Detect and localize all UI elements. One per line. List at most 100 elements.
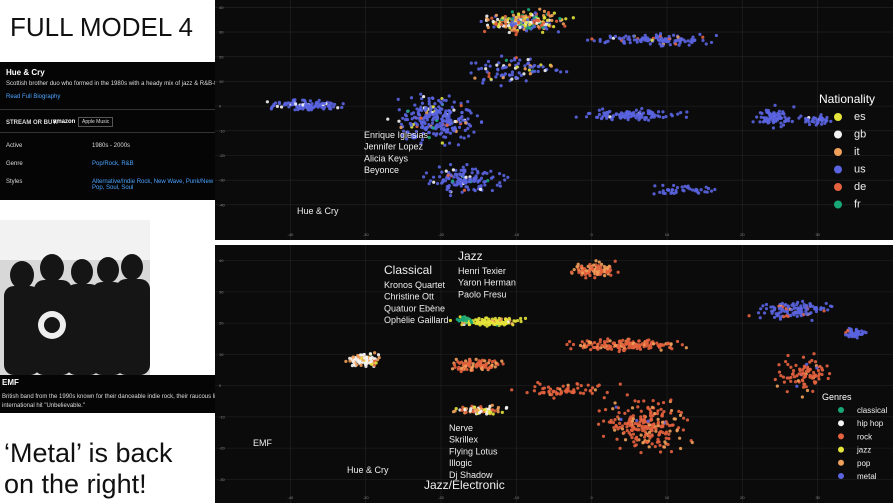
- scatter-dot: [490, 408, 495, 412]
- scatter-dot: [628, 41, 632, 45]
- scatter-dot: [615, 437, 619, 441]
- scatter-dot: [472, 177, 476, 181]
- scatter-dot: [822, 309, 826, 313]
- scatter-dot: [676, 35, 680, 39]
- scatter-dot: [642, 427, 646, 431]
- scatter-dot: [561, 22, 565, 26]
- scatter-dot: [792, 306, 796, 310]
- scatter-dot: [810, 358, 814, 363]
- scatter-dot: [538, 392, 542, 396]
- scatter-dot: [678, 446, 683, 451]
- scatter-dot: [696, 190, 700, 194]
- x-tick-label: -20: [438, 232, 445, 237]
- scatter-dot: [590, 391, 594, 395]
- scatter-dot: [667, 432, 671, 436]
- scatter-dot: [796, 300, 800, 304]
- scatter-dot: [462, 136, 466, 140]
- scatter-dot: [273, 101, 278, 105]
- scatter-dot: [463, 128, 467, 132]
- scatter-dot: [425, 118, 429, 122]
- scatter-dot: [443, 143, 447, 147]
- scatter-dot: [804, 303, 809, 308]
- scatter-dot: [670, 188, 674, 192]
- scatter-dot: [625, 393, 629, 397]
- scatter-dot: [545, 18, 550, 22]
- scatter-dot: [798, 308, 802, 312]
- scatter-dot: [323, 105, 327, 109]
- scatter-dot: [404, 114, 409, 118]
- scatter-dot: [759, 307, 763, 311]
- fact-label: Genre: [6, 161, 23, 167]
- scatter-dot: [447, 113, 451, 117]
- caption-line: on the right!: [4, 469, 147, 499]
- scatter-dot: [670, 114, 674, 118]
- scatter-dot: [578, 391, 583, 395]
- scatter-dot: [706, 186, 711, 191]
- scatter-dot: [650, 433, 654, 437]
- scatter-dot: [661, 183, 665, 187]
- scatter-dot: [661, 44, 665, 48]
- scatter-dot: [536, 69, 540, 74]
- scatter-dot: [427, 114, 431, 119]
- scatter-dot: [333, 102, 337, 106]
- scatter-dot: [444, 98, 448, 103]
- scatter-dot: [674, 188, 678, 193]
- scatter-dot: [640, 112, 644, 117]
- scatter-dot: [543, 25, 547, 29]
- store-button[interactable]: amazon: [53, 119, 76, 125]
- scatter-dot: [821, 117, 825, 121]
- bio-link[interactable]: Read Full Biography: [6, 94, 61, 100]
- scatter-dot: [479, 184, 483, 188]
- scatter-dot: [435, 181, 440, 186]
- fact-value[interactable]: Alternative/Indie Rock, New Wave, Punk/N…: [92, 179, 257, 191]
- scatter-dot: [488, 64, 492, 68]
- scatter-dot: [607, 264, 611, 268]
- scatter-dot: [632, 38, 637, 42]
- scatter-dot: [860, 329, 864, 333]
- scatter-dot: [810, 318, 814, 323]
- scatter-dot: [620, 424, 625, 428]
- scatter-dot: [462, 361, 467, 365]
- scatter-dot: [526, 18, 530, 22]
- scatter-dot: [489, 77, 493, 81]
- scatter-dot: [486, 367, 491, 371]
- scatter-dot: [448, 131, 453, 135]
- scatter-dot: [617, 345, 621, 349]
- scatter-dot: [495, 72, 499, 76]
- scatter-dot: [524, 79, 528, 83]
- annotation: Quatuor Ebène: [384, 303, 445, 313]
- scatter-dot: [764, 108, 768, 112]
- scatter-dot: [605, 390, 609, 395]
- annotation: Jennifer Lopez: [364, 142, 424, 152]
- scatter-dot: [795, 314, 799, 318]
- scatter-dot: [464, 185, 468, 189]
- scatter-dot: [804, 385, 808, 389]
- scatter-dot: [626, 409, 630, 413]
- scatter-dot: [606, 337, 610, 341]
- scatter-dot: [669, 398, 673, 402]
- scatter-dot: [826, 376, 830, 381]
- scatter-dot: [510, 17, 514, 21]
- scatter-dot: [414, 129, 418, 134]
- scatter-dot: [785, 310, 789, 314]
- scatter-dot: [816, 374, 821, 378]
- x-tick-label: -40: [287, 495, 294, 500]
- scatter-dot: [440, 120, 444, 124]
- artist-name: Hue & Cry: [6, 68, 45, 77]
- scatter-dot: [639, 417, 643, 421]
- scatter-dot: [520, 15, 524, 19]
- scatter-dot: [435, 109, 440, 114]
- scatter-dot: [441, 123, 445, 127]
- scatter-dot: [482, 318, 486, 323]
- scatter-dot: [419, 121, 424, 125]
- scatter-dot: [596, 115, 600, 119]
- y-tick-label: -10: [219, 128, 226, 133]
- scatter-dot: [640, 424, 644, 428]
- scatter-dot: [363, 356, 367, 360]
- scatter-dot: [298, 106, 302, 110]
- fact-value[interactable]: Pop/Rock, R&B: [92, 161, 134, 167]
- scatter-dot: [679, 111, 683, 115]
- store-button[interactable]: Apple Music: [78, 117, 114, 127]
- scatter-dot: [448, 193, 453, 198]
- scatter-dot: [770, 114, 774, 118]
